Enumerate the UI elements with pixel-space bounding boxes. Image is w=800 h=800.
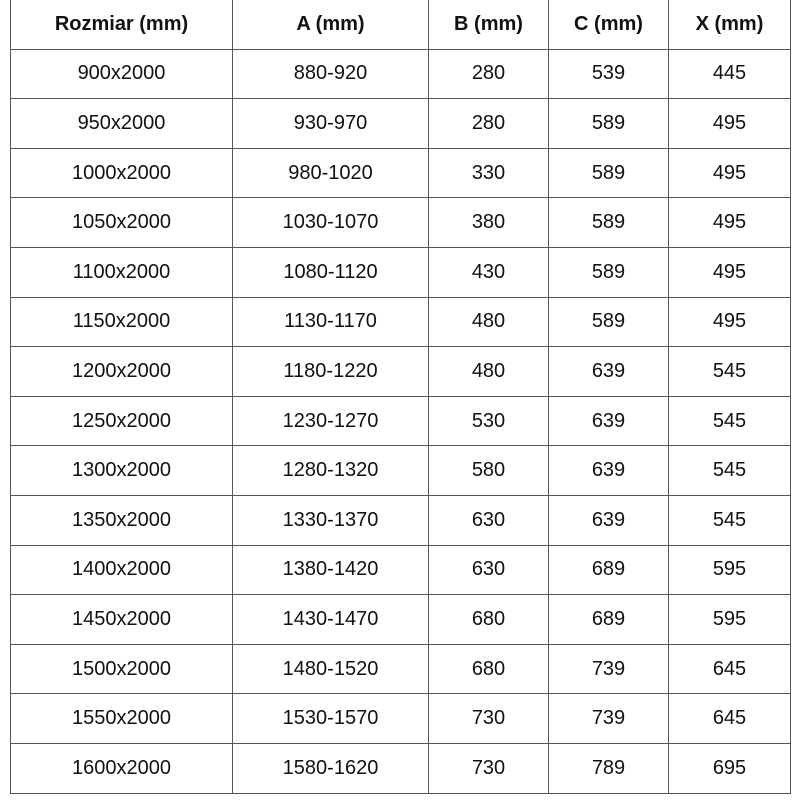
column-header: Rozmiar (mm) — [10, 0, 233, 50]
table-cell: 1230-1270 — [232, 395, 429, 447]
table-row: 1300x2000 1280-1320 580 639 545 — [10, 445, 791, 496]
table-row: 1050x2000 1030-1070 380 589 495 — [10, 197, 791, 248]
table-row: 1150x2000 1130-1170 480 589 495 — [10, 296, 791, 348]
table-cell: 545 — [668, 346, 791, 397]
table-cell: 689 — [548, 594, 669, 645]
table-row: 1100x2000 1080-1120 430 589 495 — [10, 246, 791, 298]
table-cell: 1200x2000 — [10, 346, 233, 397]
table-cell: 1130-1170 — [232, 296, 429, 348]
column-header: B (mm) — [428, 0, 549, 50]
table-row: 1500x2000 1480-1520 680 739 645 — [10, 643, 791, 695]
table-row: 1250x2000 1230-1270 530 639 545 — [10, 395, 791, 447]
table-cell: 1530-1570 — [232, 693, 429, 744]
table-cell: 1580-1620 — [232, 742, 429, 794]
table-cell: 639 — [548, 494, 669, 546]
table-cell: 280 — [428, 48, 549, 100]
table-cell: 639 — [548, 445, 669, 496]
table-row: 1200x2000 1180-1220 480 639 545 — [10, 346, 791, 397]
table-cell: 789 — [548, 742, 669, 794]
table-row: 1450x2000 1430-1470 680 689 595 — [10, 594, 791, 645]
table-cell: 589 — [548, 98, 669, 149]
table-cell: 739 — [548, 643, 669, 695]
table-cell: 1250x2000 — [10, 395, 233, 447]
header-row: Rozmiar (mm) A (mm) B (mm) C (mm) X (mm) — [10, 0, 791, 50]
table-cell: 1480-1520 — [232, 643, 429, 695]
table-cell: 539 — [548, 48, 669, 100]
table-cell: 1500x2000 — [10, 643, 233, 695]
table-cell: 730 — [428, 693, 549, 744]
table-cell: 1330-1370 — [232, 494, 429, 546]
table-row: 1550x2000 1530-1570 730 739 645 — [10, 693, 791, 744]
table-cell: 589 — [548, 246, 669, 298]
table-cell: 980-1020 — [232, 147, 429, 199]
table-cell: 495 — [668, 98, 791, 149]
table-cell: 880-920 — [232, 48, 429, 100]
table-cell: 1550x2000 — [10, 693, 233, 744]
column-header: X (mm) — [668, 0, 791, 50]
table-cell: 739 — [548, 693, 669, 744]
table-cell: 1300x2000 — [10, 445, 233, 496]
table-cell: 1400x2000 — [10, 544, 233, 596]
table-cell: 480 — [428, 296, 549, 348]
table-cell: 900x2000 — [10, 48, 233, 100]
table-cell: 1180-1220 — [232, 346, 429, 397]
table-cell: 1080-1120 — [232, 246, 429, 298]
table-cell: 630 — [428, 544, 549, 596]
table-cell: 595 — [668, 594, 791, 645]
table-cell: 495 — [668, 296, 791, 348]
table-cell: 1030-1070 — [232, 197, 429, 248]
table-cell: 495 — [668, 246, 791, 298]
table-cell: 630 — [428, 494, 549, 546]
table-row: 900x2000 880-920 280 539 445 — [10, 48, 791, 100]
table-row: 1400x2000 1380-1420 630 689 595 — [10, 544, 791, 596]
table-cell: 1050x2000 — [10, 197, 233, 248]
table-cell: 330 — [428, 147, 549, 199]
table-cell: 1450x2000 — [10, 594, 233, 645]
table-cell: 930-970 — [232, 98, 429, 149]
table-cell: 1280-1320 — [232, 445, 429, 496]
table-cell: 589 — [548, 296, 669, 348]
table-cell: 480 — [428, 346, 549, 397]
table-cell: 589 — [548, 197, 669, 248]
table-cell: 580 — [428, 445, 549, 496]
table-cell: 445 — [668, 48, 791, 100]
table-cell: 1150x2000 — [10, 296, 233, 348]
table-cell: 680 — [428, 594, 549, 645]
table-cell: 595 — [668, 544, 791, 596]
table-row: 1350x2000 1330-1370 630 639 545 — [10, 494, 791, 546]
table-cell: 545 — [668, 395, 791, 447]
table-cell: 645 — [668, 693, 791, 744]
table-cell: 950x2000 — [10, 98, 233, 149]
table-cell: 380 — [428, 197, 549, 248]
table-cell: 1000x2000 — [10, 147, 233, 199]
column-header: A (mm) — [232, 0, 429, 50]
table-cell: 639 — [548, 395, 669, 447]
table-cell: 430 — [428, 246, 549, 298]
table-cell: 495 — [668, 147, 791, 199]
table-cell: 1380-1420 — [232, 544, 429, 596]
table-cell: 589 — [548, 147, 669, 199]
table-cell: 695 — [668, 742, 791, 794]
table-cell: 1350x2000 — [10, 494, 233, 546]
table-cell: 1600x2000 — [10, 742, 233, 794]
table-cell: 645 — [668, 643, 791, 695]
dimensions-table: Rozmiar (mm) A (mm) B (mm) C (mm) X (mm) 900… — [10, 0, 791, 794]
table-cell: 1100x2000 — [10, 246, 233, 298]
table-row: 1000x2000 980-1020 330 589 495 — [10, 147, 791, 199]
table-cell: 680 — [428, 643, 549, 695]
table-cell: 545 — [668, 494, 791, 546]
table-cell: 730 — [428, 742, 549, 794]
table-cell: 545 — [668, 445, 791, 496]
table-cell: 1430-1470 — [232, 594, 429, 645]
table-cell: 639 — [548, 346, 669, 397]
table-row: 1600x2000 1580-1620 730 789 695 — [10, 742, 791, 794]
column-header: C (mm) — [548, 0, 669, 50]
table-cell: 530 — [428, 395, 549, 447]
table-cell: 495 — [668, 197, 791, 248]
table-cell: 689 — [548, 544, 669, 596]
table-row: 950x2000 930-970 280 589 495 — [10, 98, 791, 149]
table-cell: 280 — [428, 98, 549, 149]
